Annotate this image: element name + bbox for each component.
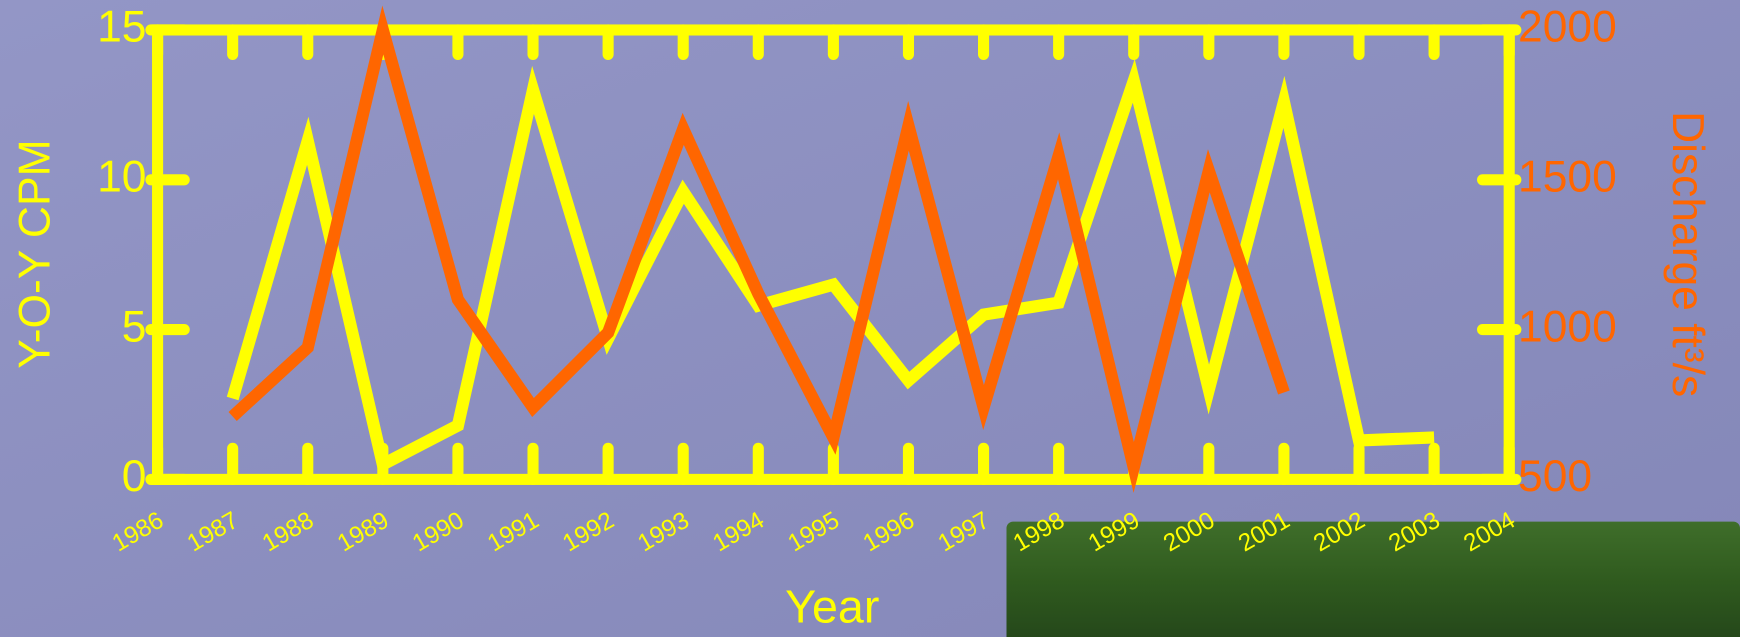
y-axis-label: Y-O-Y CPM: [10, 139, 59, 368]
y2-tick-label: 1000: [1518, 302, 1617, 351]
y-tick-label: 15: [97, 3, 146, 52]
plot-frame: [152, 24, 1515, 485]
y2-axis-label: Discharge ft³/s: [1663, 111, 1712, 397]
line-series: [226, 59, 1435, 474]
line-series: [228, 5, 1290, 493]
y2-tick-label: 2000: [1518, 3, 1617, 52]
y2-tick-label: 1500: [1518, 153, 1617, 202]
y-tick-label: 10: [97, 153, 146, 202]
y-tick-label: 5: [122, 302, 147, 351]
photo: [1006, 521, 1740, 637]
y2-tick-label: 500: [1518, 452, 1592, 501]
x-axis-label: Year: [785, 581, 879, 633]
y-tick-label: 0: [122, 452, 147, 501]
